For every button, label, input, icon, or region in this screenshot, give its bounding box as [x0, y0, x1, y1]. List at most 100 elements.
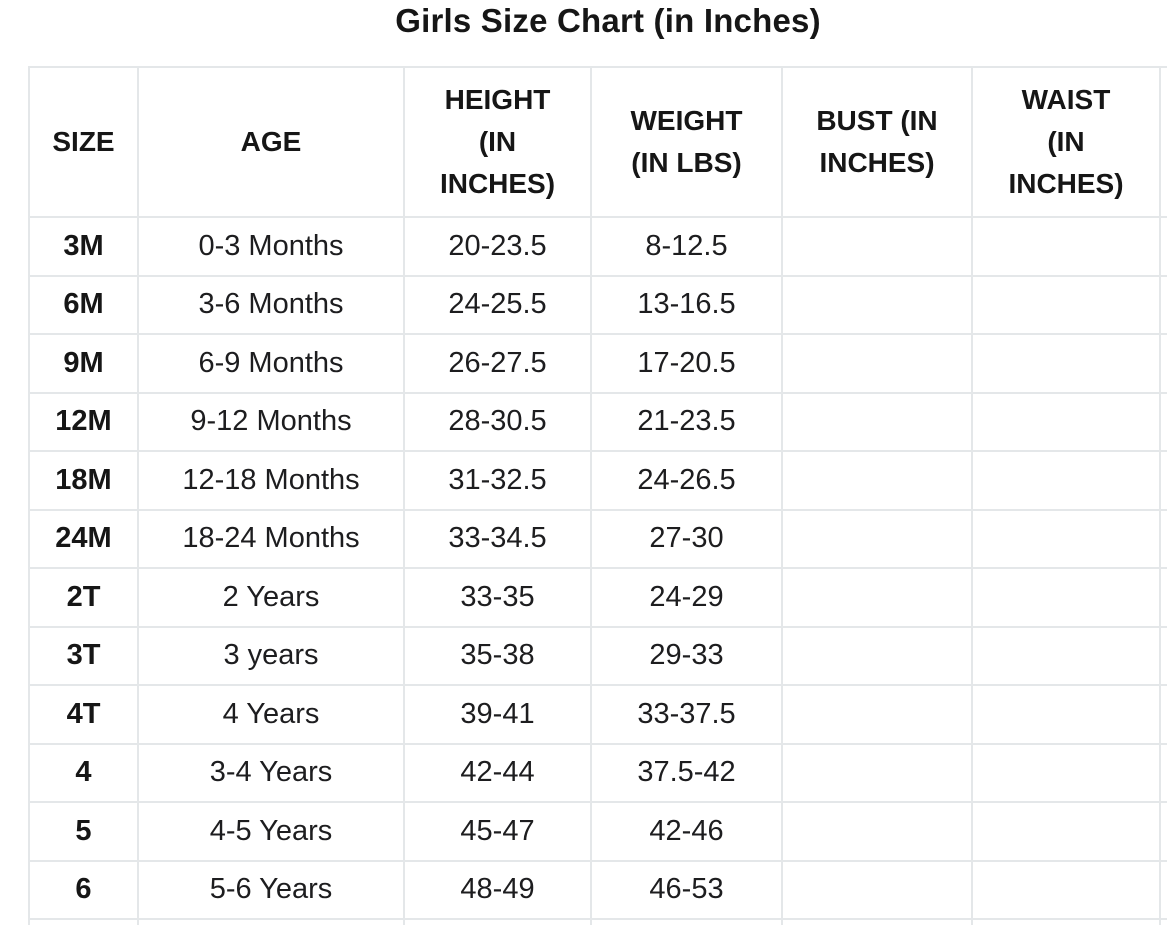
- size-cell: 6M: [28, 274, 139, 335]
- table-row-9m: 9M 6-9 Months 26-27.5 17-20.5: [28, 333, 1167, 394]
- height-cell: 26-27.5: [403, 333, 592, 394]
- bust-cell: [781, 508, 973, 569]
- col-header-waist: WAIST (IN INCHES): [971, 66, 1161, 218]
- age-cell: 18-24 Months: [137, 508, 405, 569]
- weight-cell: 24-26.5: [590, 450, 783, 511]
- col-header-size: SIZE: [28, 66, 139, 218]
- weight-cell: 27-30: [590, 508, 783, 569]
- height-cell: 24-25.5: [403, 274, 592, 335]
- col-header-weight: WEIGHT (IN LBS): [590, 66, 783, 218]
- bust-cell: [781, 684, 973, 745]
- table-row-3t: 3T 3 years 35-38 29-33: [28, 625, 1167, 686]
- weight-cell: [590, 918, 783, 925]
- size-cell: 3M: [28, 216, 139, 277]
- header-row: SIZE AGE HEIGHT (IN INCHES) WEIGHT (IN L…: [28, 66, 1167, 218]
- girls-size-chart-table: SIZE AGE HEIGHT (IN INCHES) WEIGHT (IN L…: [28, 66, 1167, 925]
- waist-cell: [971, 508, 1161, 569]
- table-row-3m: 3M 0-3 Months 20-23.5 8-12.5: [28, 216, 1167, 277]
- height-cell: 45-47: [403, 801, 592, 862]
- table-row-partial-cutoff: [28, 918, 1167, 925]
- age-cell: 0-3 Months: [137, 216, 405, 277]
- waist-cell: [971, 274, 1161, 335]
- weight-cell: 46-53: [590, 859, 783, 920]
- size-cell: [28, 918, 139, 925]
- age-cell: 4-5 Years: [137, 801, 405, 862]
- waist-cell: [971, 859, 1161, 920]
- age-cell: 4 Years: [137, 684, 405, 745]
- table-row-5: 5 4-5 Years 45-47 42-46: [28, 801, 1167, 862]
- waist-cell: [971, 918, 1161, 925]
- cutoff-cell: [1159, 684, 1167, 745]
- cutoff-cell: [1159, 742, 1167, 803]
- height-cell: 33-35: [403, 567, 592, 628]
- table-row-24m: 24M 18-24 Months 33-34.5 27-30: [28, 508, 1167, 569]
- height-cell: 28-30.5: [403, 391, 592, 452]
- table-row-4: 4 3-4 Years 42-44 37.5-42: [28, 742, 1167, 803]
- weight-cell: 13-16.5: [590, 274, 783, 335]
- size-cell: 18M: [28, 450, 139, 511]
- waist-cell: [971, 216, 1161, 277]
- age-cell: 3 years: [137, 625, 405, 686]
- weight-cell: 8-12.5: [590, 216, 783, 277]
- page-title: Girls Size Chart (in Inches): [395, 2, 821, 39]
- table-row-2t: 2T 2 Years 33-35 24-29: [28, 567, 1167, 628]
- col-header-height: HEIGHT (IN INCHES): [403, 66, 592, 218]
- height-cell: 33-34.5: [403, 508, 592, 569]
- cutoff-cell: [1159, 918, 1167, 925]
- table-row-4t: 4T 4 Years 39-41 33-37.5: [28, 684, 1167, 745]
- waist-cell: [971, 450, 1161, 511]
- cutoff-cell: [1159, 801, 1167, 862]
- age-cell: 5-6 Years: [137, 859, 405, 920]
- table-row-12m: 12M 9-12 Months 28-30.5 21-23.5: [28, 391, 1167, 452]
- table-row-6: 6 5-6 Years 48-49 46-53: [28, 859, 1167, 920]
- size-cell: 4: [28, 742, 139, 803]
- age-cell: 2 Years: [137, 567, 405, 628]
- cutoff-cell: [1159, 567, 1167, 628]
- cutoff-cell: [1159, 625, 1167, 686]
- weight-cell: 21-23.5: [590, 391, 783, 452]
- height-cell: 48-49: [403, 859, 592, 920]
- table-row-6m: 6M 3-6 Months 24-25.5 13-16.5: [28, 274, 1167, 335]
- height-cell: [403, 918, 592, 925]
- bust-cell: [781, 450, 973, 511]
- waist-cell: [971, 567, 1161, 628]
- height-cell: 20-23.5: [403, 216, 592, 277]
- age-cell: 3-4 Years: [137, 742, 405, 803]
- weight-cell: 24-29: [590, 567, 783, 628]
- col-header-bust: BUST (IN INCHES): [781, 66, 973, 218]
- bust-cell: [781, 859, 973, 920]
- age-cell: [137, 918, 405, 925]
- bust-cell: [781, 216, 973, 277]
- age-cell: 6-9 Months: [137, 333, 405, 394]
- waist-cell: [971, 742, 1161, 803]
- height-cell: 35-38: [403, 625, 592, 686]
- bust-cell: [781, 567, 973, 628]
- cutoff-cell: [1159, 333, 1167, 394]
- weight-cell: 37.5-42: [590, 742, 783, 803]
- size-cell: 5: [28, 801, 139, 862]
- waist-cell: [971, 801, 1161, 862]
- size-cell: 3T: [28, 625, 139, 686]
- cutoff-cell: [1159, 508, 1167, 569]
- bust-cell: [781, 801, 973, 862]
- age-cell: 12-18 Months: [137, 450, 405, 511]
- waist-cell: [971, 333, 1161, 394]
- waist-cell: [971, 625, 1161, 686]
- bust-cell: [781, 333, 973, 394]
- cutoff-cell: [1159, 274, 1167, 335]
- table-row-18m: 18M 12-18 Months 31-32.5 24-26.5: [28, 450, 1167, 511]
- height-cell: 31-32.5: [403, 450, 592, 511]
- height-cell: 39-41: [403, 684, 592, 745]
- age-cell: 9-12 Months: [137, 391, 405, 452]
- weight-cell: 17-20.5: [590, 333, 783, 394]
- bust-cell: [781, 918, 973, 925]
- size-cell: 6: [28, 859, 139, 920]
- size-cell: 9M: [28, 333, 139, 394]
- col-header-cutoff: [1159, 66, 1167, 218]
- bust-cell: [781, 625, 973, 686]
- bust-cell: [781, 742, 973, 803]
- size-cell: 12M: [28, 391, 139, 452]
- cutoff-cell: [1159, 391, 1167, 452]
- waist-cell: [971, 684, 1161, 745]
